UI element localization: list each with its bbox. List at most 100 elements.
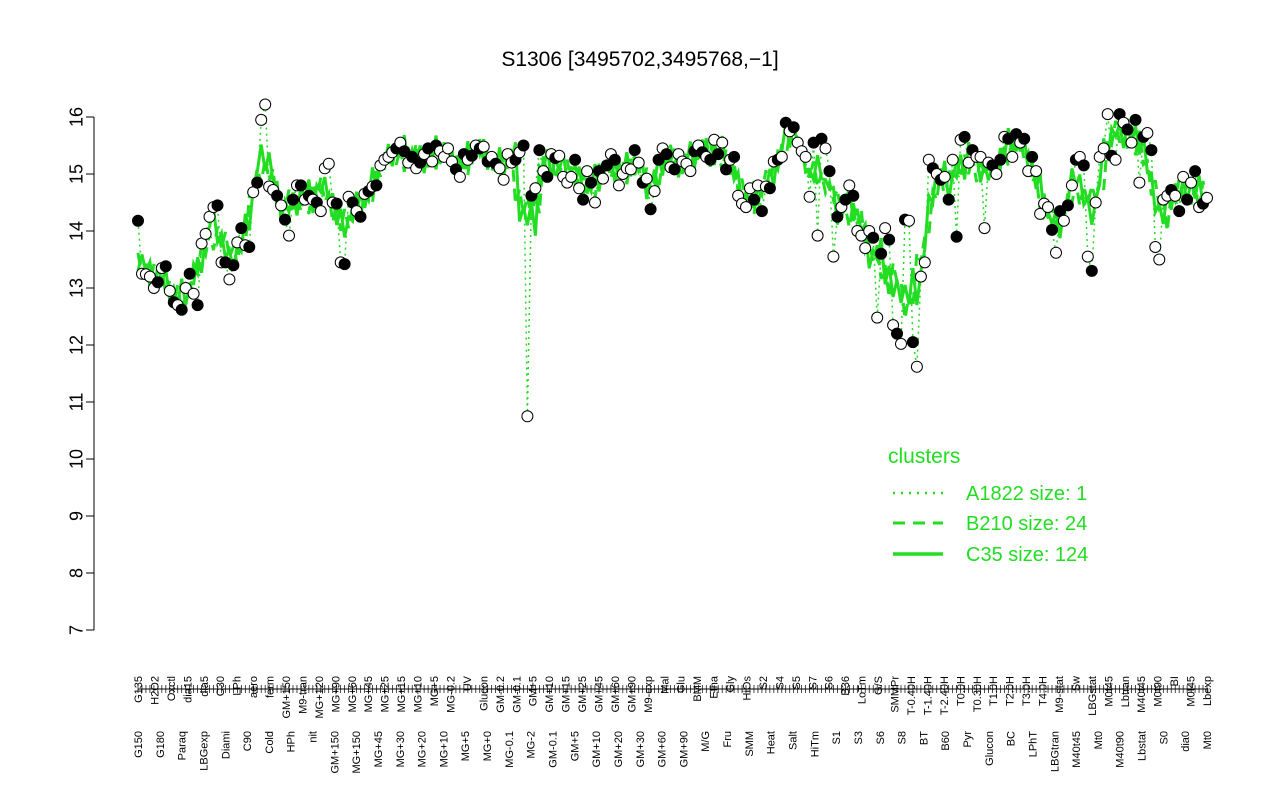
data-point xyxy=(1121,123,1134,136)
data-point xyxy=(843,179,856,192)
x-tick-label-upper: MG+90 xyxy=(330,676,342,712)
data-point xyxy=(755,205,768,218)
x-tick-label-lower: HiTm xyxy=(809,731,821,757)
x-tick-label-lower: dia0 xyxy=(1180,731,1192,752)
data-point xyxy=(159,260,172,273)
x-tick-label-lower: BT xyxy=(918,731,930,745)
data-point xyxy=(187,287,200,300)
data-point xyxy=(1101,108,1114,121)
data-point xyxy=(175,303,188,316)
data-point xyxy=(255,113,268,126)
x-tick-label-upper: S6 xyxy=(824,676,836,689)
x-tick-label-upper: C30 xyxy=(215,676,227,696)
x-tick-label-upper: M40t45 xyxy=(1136,676,1148,713)
data-point xyxy=(847,189,860,202)
x-tick-label-lower: Mt0 xyxy=(1093,731,1105,749)
y-tick-label: 15 xyxy=(66,164,86,184)
data-point xyxy=(1181,193,1194,206)
x-tick-label-upper: S4 xyxy=(774,676,786,689)
data-point xyxy=(279,213,291,226)
x-tick-label-lower: MG+10 xyxy=(438,731,450,767)
x-tick-label-lower: Mt0 xyxy=(1202,731,1214,749)
data-point xyxy=(259,98,272,111)
data-point xyxy=(895,337,907,350)
y-tick-label: 14 xyxy=(66,221,86,241)
x-tick-label-lower: M40t90 xyxy=(1115,731,1127,768)
y-tick-label: 12 xyxy=(66,335,86,355)
x-tick-label-lower: GM+5 xyxy=(569,731,581,761)
data-point xyxy=(644,203,657,216)
data-point xyxy=(529,182,542,195)
x-tick-label-upper: T3.0H xyxy=(1021,676,1033,706)
data-point xyxy=(660,148,673,161)
x-tick-label-lower: GM+30 xyxy=(635,731,647,767)
x-tick-label-upper: M0t45 xyxy=(1103,676,1115,707)
x-tick-label-lower: Glucon xyxy=(984,731,996,766)
x-tick-label-lower: GM+20 xyxy=(613,731,625,767)
data-point xyxy=(1169,189,1182,202)
data-point xyxy=(1034,207,1047,220)
data-point xyxy=(565,170,578,183)
data-point xyxy=(1201,191,1213,204)
data-point xyxy=(914,270,927,283)
data-point xyxy=(1085,264,1098,277)
data-point xyxy=(1057,214,1070,227)
data-point xyxy=(322,157,335,170)
y-tick-label: 13 xyxy=(66,278,86,298)
x-tick-label-lower: S0 xyxy=(1158,731,1170,744)
data-point xyxy=(243,241,256,253)
x-tick-label-upper: B36 xyxy=(840,676,852,696)
data-point xyxy=(684,165,697,178)
x-tick-label-lower: Paraq xyxy=(177,731,189,760)
data-point xyxy=(191,299,204,312)
x-tick-label-upper: GM+15 xyxy=(561,676,573,712)
data-point xyxy=(227,259,240,272)
data-point xyxy=(235,222,248,235)
x-tick-label-upper: T1.0H xyxy=(988,676,1000,706)
data-point xyxy=(453,170,466,183)
data-point xyxy=(1050,246,1062,259)
data-point xyxy=(624,163,637,176)
x-tick-label-upper: dia15 xyxy=(182,676,194,703)
x-tick-label-upper: H2O2 xyxy=(149,676,161,705)
x-tick-label-upper: GM-0.1 xyxy=(511,676,523,713)
x-tick-label-lower: Fru xyxy=(722,731,734,748)
x-tick-label-upper: Oxctl xyxy=(166,676,178,701)
data-point xyxy=(1026,150,1039,163)
data-point xyxy=(517,139,530,152)
x-tick-label-upper: MG-0.2 xyxy=(445,676,457,713)
x-tick-label-lower: B60 xyxy=(940,731,952,751)
data-point xyxy=(883,233,896,246)
data-point xyxy=(477,140,490,153)
x-tick-label-lower: G150 xyxy=(133,731,145,758)
x-tick-label-upper: BI xyxy=(1169,676,1181,686)
data-point xyxy=(668,163,681,176)
data-point xyxy=(1185,176,1198,189)
x-tick-label-upper: T0.0H xyxy=(955,676,967,706)
data-point xyxy=(1061,199,1074,212)
data-point xyxy=(406,150,419,163)
x-tick-label-upper: GM+5 xyxy=(528,676,540,706)
data-point xyxy=(294,179,307,192)
data-point xyxy=(581,165,594,178)
data-point xyxy=(891,327,903,340)
data-point xyxy=(338,258,351,271)
x-tick-label-upper: GM+150 xyxy=(281,676,293,719)
data-point xyxy=(1109,153,1122,166)
x-tick-label-upper: GM+10 xyxy=(544,676,556,712)
legend-title: clusters xyxy=(888,445,960,468)
x-tick-label-upper: GM+25 xyxy=(577,676,589,712)
data-point xyxy=(585,176,597,189)
x-tick-label-upper: MG+5 xyxy=(429,676,441,706)
x-tick-label-upper: M9-stat xyxy=(1054,676,1066,713)
x-tick-label-lower: LBGexp xyxy=(198,731,210,771)
x-axis: G135 H2O2 Oxctl dia15 dia5 C30 LPh aero ferm GM+1… xyxy=(133,675,1214,773)
x-tick-label-lower: GM-0.1 xyxy=(548,731,560,768)
x-tick-label-upper: LoTm xyxy=(857,676,869,704)
x-tick-label-upper: GM+90 xyxy=(626,676,638,712)
data-point xyxy=(1018,132,1031,145)
data-point xyxy=(716,136,729,149)
x-tick-label-lower: S8 xyxy=(897,731,909,744)
data-point xyxy=(799,150,812,163)
data-point xyxy=(223,273,236,286)
